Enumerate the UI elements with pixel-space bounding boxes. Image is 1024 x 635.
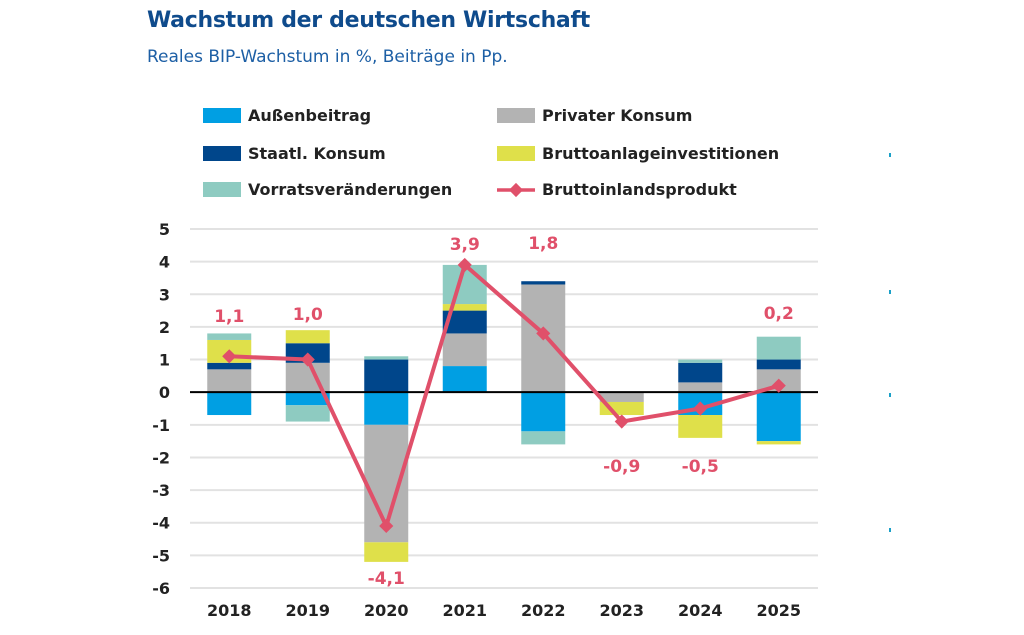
bar-segment <box>521 431 566 445</box>
gdp-data-label: -4,1 <box>368 569 405 589</box>
bar-segment <box>678 382 723 393</box>
legend-line-marker <box>497 182 535 197</box>
gdp-marker <box>693 401 708 416</box>
x-tick-label: 2020 <box>364 601 409 620</box>
legend-swatch <box>497 146 535 161</box>
bar-segment <box>364 356 409 360</box>
gdp-data-label: 3,9 <box>450 235 480 255</box>
bar-segment <box>678 359 723 363</box>
legend-item-privater-konsum: Privater Konsum <box>497 106 692 125</box>
gdp-marker <box>222 349 237 364</box>
gdp-marker <box>771 378 786 393</box>
y-tick-label: 2 <box>159 318 170 337</box>
y-tick-label: -1 <box>152 416 170 435</box>
chart-subtitle: Reales BIP-Wachstum in %, Beiträge in Pp… <box>147 47 508 67</box>
x-tick-label: 2021 <box>442 601 487 620</box>
y-tick-label: -3 <box>152 481 170 500</box>
legend-label: Bruttoinlandsprodukt <box>542 180 737 199</box>
gdp-data-label: 0,2 <box>764 304 794 324</box>
legend-item-aussenbeitrag: Außenbeitrag <box>203 106 371 125</box>
y-tick-label: -2 <box>152 448 170 467</box>
legend-item-bruttoanlageinvestitionen: Bruttoanlageinvestitionen <box>497 144 779 163</box>
bar-segment <box>756 359 801 370</box>
gdp-data-label: 1,1 <box>214 307 244 327</box>
gdp-marker <box>379 518 394 534</box>
bar-segment <box>521 281 566 285</box>
bar-segment <box>285 405 330 422</box>
bar-segment <box>442 366 487 393</box>
bar-segment <box>442 333 487 367</box>
gdp-marker <box>536 326 551 341</box>
x-tick-label: 2018 <box>207 601 252 620</box>
bar-segment <box>756 441 801 445</box>
bar-segment <box>207 369 252 393</box>
bar-segment <box>364 392 409 425</box>
x-tick-label: 2025 <box>756 601 801 620</box>
bar-segment <box>207 362 252 370</box>
chart-title: Wachstum der deutschen Wirtschaft <box>147 8 590 33</box>
bar-segment <box>285 330 330 344</box>
legend-item-bip: Bruttoinlandsprodukt <box>497 180 737 199</box>
y-tick-label: 3 <box>159 285 170 304</box>
gdp-marker <box>457 257 472 272</box>
y-tick-label: 4 <box>159 253 170 272</box>
legend-item-vorratsveraenderungen: Vorratsveränderungen <box>203 180 452 199</box>
gdp-data-label: 1,8 <box>528 234 558 254</box>
legend-swatch <box>203 146 241 161</box>
legend-swatch <box>497 108 535 123</box>
y-tick-label: -4 <box>152 514 170 533</box>
bar-segment <box>364 359 409 393</box>
legend-label: Staatl. Konsum <box>248 144 386 163</box>
legend-swatch <box>203 108 241 123</box>
bar-segment <box>521 392 566 432</box>
x-tick-label: 2024 <box>678 601 723 620</box>
legend-label: Privater Konsum <box>542 106 693 125</box>
gdp-line <box>229 262 780 528</box>
legend-swatch <box>203 182 241 197</box>
bar-segment <box>207 333 252 340</box>
bar-segment <box>756 392 801 442</box>
bar-segment <box>364 542 409 562</box>
y-tick-label: 5 <box>159 220 170 239</box>
legend-label: Vorratsveränderungen <box>248 180 453 199</box>
edge-mark <box>889 153 891 157</box>
bar-segment <box>678 362 723 383</box>
bar-segment <box>207 392 252 416</box>
y-tick-label: -6 <box>152 579 170 598</box>
x-tick-label: 2022 <box>521 601 566 620</box>
bar-segment <box>285 392 330 406</box>
gdp-marker <box>614 414 629 429</box>
gdp-data-label: -0,9 <box>603 457 640 477</box>
y-tick-label: 0 <box>159 383 170 402</box>
gdp-data-label: 1,0 <box>293 305 323 325</box>
bar-segment <box>442 304 487 311</box>
bar-segment <box>442 310 487 334</box>
bar-segment <box>599 392 644 402</box>
legend-label: Bruttoanlageinvestitionen <box>542 144 780 163</box>
edge-mark <box>889 290 891 294</box>
x-tick-label: 2019 <box>285 601 330 620</box>
x-tick-label: 2023 <box>599 601 644 620</box>
bar-segment <box>678 415 723 438</box>
bar-segment <box>756 336 801 360</box>
y-tick-label: 1 <box>159 351 170 370</box>
edge-mark <box>889 393 891 397</box>
edge-mark <box>889 528 891 532</box>
y-tick-label: -5 <box>152 546 170 565</box>
gdp-marker <box>300 352 315 367</box>
gdp-data-label: -0,5 <box>682 457 719 477</box>
legend-label: Außenbeitrag <box>248 106 372 125</box>
legend-item-staatl-konsum: Staatl. Konsum <box>203 144 386 163</box>
